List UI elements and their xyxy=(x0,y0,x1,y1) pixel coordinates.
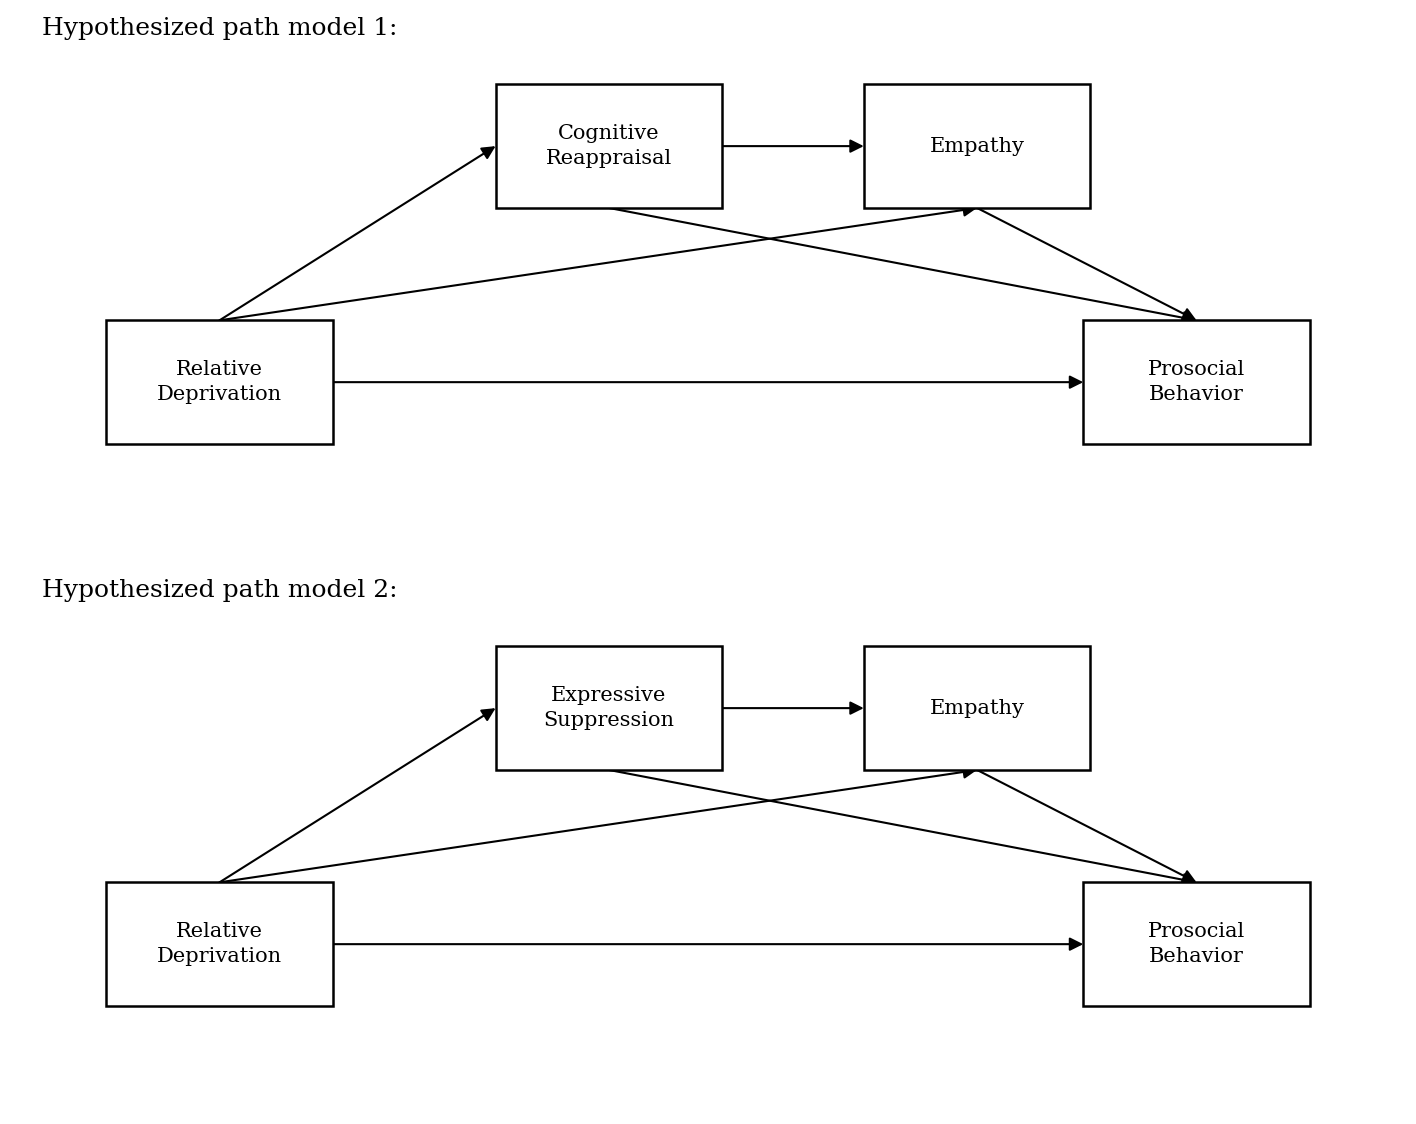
Bar xyxy=(864,84,1090,208)
Bar xyxy=(496,84,722,208)
Text: Prosocial
Behavior: Prosocial Behavior xyxy=(1148,922,1245,967)
Bar xyxy=(106,320,333,444)
Text: Prosocial
Behavior: Prosocial Behavior xyxy=(1148,360,1245,405)
Text: Expressive
Suppression: Expressive Suppression xyxy=(544,686,674,731)
Bar xyxy=(106,882,333,1006)
Text: Relative
Deprivation: Relative Deprivation xyxy=(157,922,282,967)
Text: Empathy: Empathy xyxy=(929,137,1025,155)
Bar xyxy=(1083,320,1310,444)
Bar xyxy=(864,646,1090,770)
Text: Relative
Deprivation: Relative Deprivation xyxy=(157,360,282,405)
Bar xyxy=(1083,882,1310,1006)
Text: Empathy: Empathy xyxy=(929,699,1025,717)
Text: Cognitive
Reappraisal: Cognitive Reappraisal xyxy=(545,124,673,169)
Bar xyxy=(496,646,722,770)
Text: Hypothesized path model 2:: Hypothesized path model 2: xyxy=(42,579,398,601)
Text: Hypothesized path model 1:: Hypothesized path model 1: xyxy=(42,17,398,39)
